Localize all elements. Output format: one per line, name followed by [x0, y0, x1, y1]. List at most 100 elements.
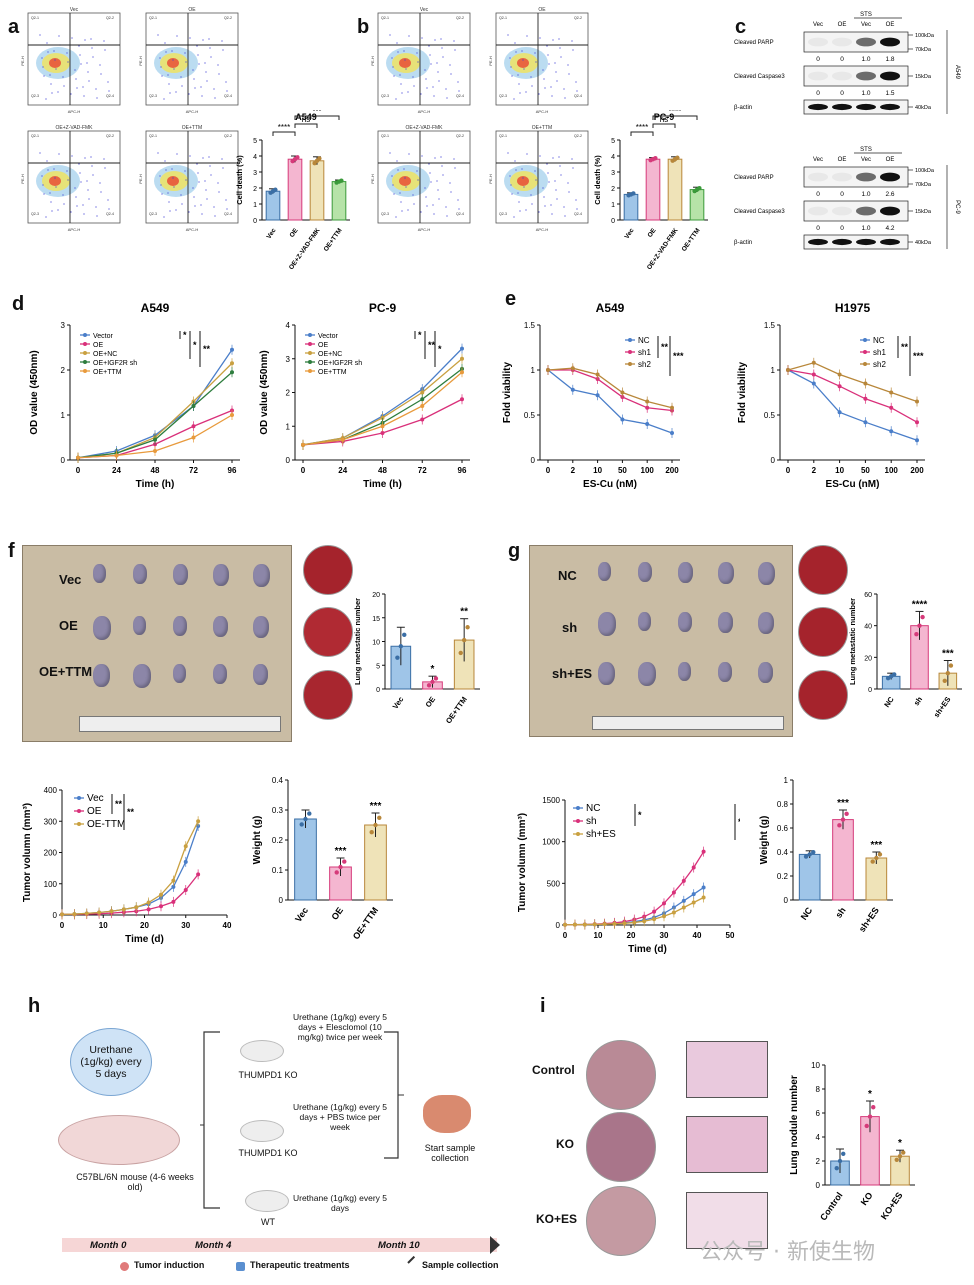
- legend-label: OE+TTM: [318, 369, 347, 376]
- data-point: [811, 850, 816, 855]
- flow-event: [163, 216, 165, 218]
- flow-event: [226, 208, 228, 210]
- group1-label: THUMPD1 KO: [238, 1070, 298, 1080]
- flow-event: [429, 172, 431, 174]
- a-flow-plot-3: OE+Z-VAD-FMK Q2-1 Q2-2 Q2-3 Q2-4 APC-H PE-H: [20, 125, 121, 232]
- flow-event: [214, 215, 216, 217]
- x-tick-label: 24: [338, 466, 347, 475]
- legend-label: OE: [93, 342, 103, 349]
- panel-i-row-koes: KO+ES: [536, 1212, 578, 1226]
- wb-band: [880, 37, 900, 47]
- flow-event: [534, 170, 536, 172]
- flow-event: [193, 78, 195, 80]
- tumor-specimen: [598, 562, 611, 581]
- tumor-specimen: [678, 662, 691, 681]
- legend-label: OE+TTM: [93, 369, 122, 376]
- x-axis-label: Time (d): [628, 944, 667, 955]
- legend-label: sh: [586, 816, 597, 827]
- y-tick-label: 300: [44, 817, 58, 826]
- flow-event: [204, 62, 206, 64]
- legend-marker: [863, 362, 867, 366]
- flow-yaxis-label: PE-H: [138, 174, 143, 184]
- flow-event: [58, 153, 60, 155]
- tumor-specimen: [598, 662, 615, 685]
- flow-event: [531, 85, 533, 87]
- western-blot-svg: STS Vec OE Vec OE Cleaved PARP 100kDa 70kDa 0 0 1.…: [734, 12, 960, 250]
- chart-title: A549: [141, 301, 170, 315]
- flow-event: [79, 54, 81, 56]
- data-point: [97, 910, 102, 915]
- flow-quad-label: Q2-2: [224, 16, 232, 20]
- mouse-icon-wt: [245, 1190, 289, 1212]
- bar-2: [865, 857, 888, 901]
- flow-event: [426, 87, 428, 89]
- flow-event: [157, 34, 159, 36]
- flow-event: [54, 177, 56, 179]
- tumor-specimen: [213, 616, 228, 637]
- flow-event: [181, 85, 183, 87]
- x-tick-label: Vec: [623, 227, 635, 241]
- flow-event: [530, 194, 532, 196]
- data-point: [917, 623, 922, 628]
- flow-event: [433, 213, 435, 215]
- y-tick-label: 4: [253, 154, 257, 161]
- bar-2: [667, 158, 683, 221]
- tumor-specimen: [133, 616, 146, 635]
- flow-event: [41, 175, 43, 177]
- x-tick-label: 40: [693, 931, 702, 940]
- x-tick-label: 20: [140, 921, 149, 930]
- bracket-right-icon: [384, 1031, 404, 1159]
- tumor-specimen: [678, 612, 692, 632]
- y-tick-label: 0.4: [272, 776, 284, 785]
- flow-event: [571, 40, 573, 42]
- flow-quad-label: Q2-2: [106, 134, 114, 138]
- wb-quant-value: 2.6: [885, 191, 894, 198]
- data-point: [701, 895, 706, 900]
- flow-event: [213, 206, 215, 208]
- y-tick-label: 20: [372, 592, 380, 599]
- flow-event: [206, 80, 208, 82]
- flow-quad-label: Q2-3: [381, 94, 389, 98]
- flow-event: [538, 93, 540, 95]
- sig-bracket: [272, 131, 296, 136]
- flow-event: [396, 160, 398, 162]
- data-point: [701, 885, 706, 890]
- significance-label: **: [661, 342, 669, 352]
- chart-f-lung-metastasis: 0 5 10 15 20 Lung metastatic number Vec * OE ** OE…: [353, 592, 480, 725]
- x-axis-label: Time (h): [136, 479, 175, 490]
- flow-event: [397, 169, 399, 171]
- flow-event: [440, 156, 442, 158]
- flow-event: [67, 179, 69, 181]
- flow-event: [563, 88, 565, 90]
- flow-quad-label: Q2-4: [106, 212, 114, 216]
- flow-event: [391, 175, 393, 177]
- data-point: [915, 438, 919, 443]
- data-point: [901, 1150, 906, 1155]
- wb-band: [856, 71, 876, 81]
- panel-label-f: f: [8, 540, 15, 562]
- chart-title: PC-9: [369, 301, 397, 315]
- x-tick-label: OE: [329, 905, 345, 921]
- legend-tumor-induction: Tumor induction: [134, 1260, 205, 1270]
- flow-event: [526, 35, 528, 37]
- significance-label: *: [183, 330, 187, 340]
- flow-event: [453, 40, 455, 42]
- flow-event: [188, 93, 190, 95]
- y-tick-label: 1: [611, 202, 615, 209]
- legend-label: sh1: [638, 348, 651, 357]
- flow-quad-label: Q2-2: [224, 134, 232, 138]
- flow-event: [47, 169, 49, 171]
- flow-event: [49, 192, 51, 194]
- flow-event: [160, 66, 162, 68]
- flow-event: [412, 76, 414, 78]
- flow-event: [181, 203, 183, 205]
- flow-event: [196, 45, 198, 47]
- panel-label-d: d: [12, 293, 25, 315]
- flow-yaxis-label: PE-H: [138, 56, 143, 66]
- data-point: [461, 637, 467, 643]
- data-point: [675, 155, 680, 160]
- x-tick-label: 0: [301, 466, 306, 475]
- legend-label: OE+NC: [93, 351, 117, 358]
- x-tick-label: 48: [378, 466, 387, 475]
- flow-event: [164, 160, 166, 162]
